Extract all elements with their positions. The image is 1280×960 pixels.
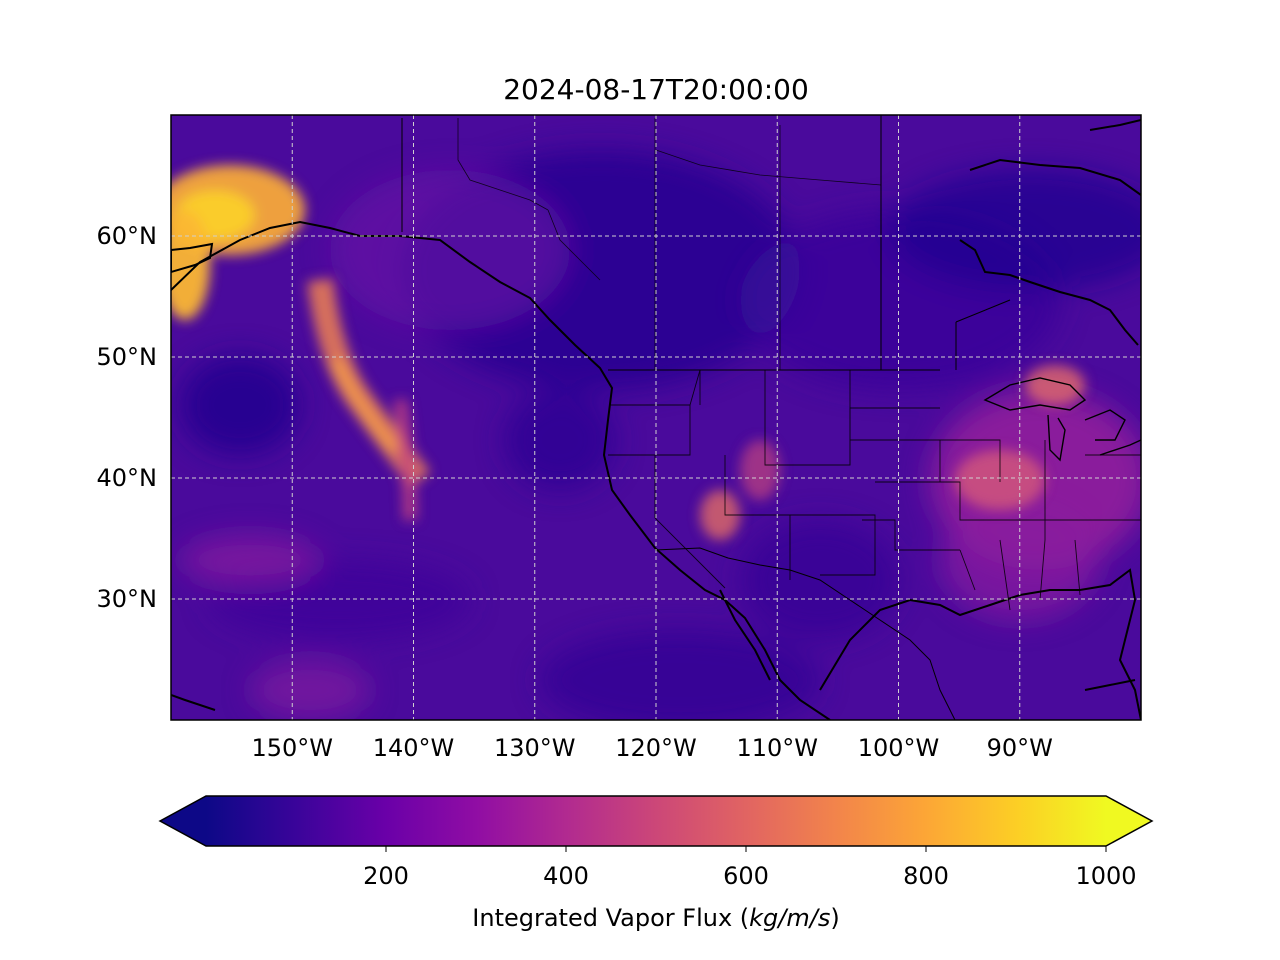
lon-tick-label: 140°W	[373, 734, 455, 762]
lon-tick-label: 120°W	[615, 734, 697, 762]
lat-tick-label: 50°N	[97, 343, 158, 371]
state-borders	[608, 369, 1141, 611]
lat-tick-label: 30°N	[97, 585, 158, 613]
lon-tick-label: 130°W	[494, 734, 576, 762]
colorbar-tick-label: 400	[543, 862, 589, 890]
atmospheric-river-plumes	[171, 165, 1085, 540]
colorbar-label: Integrated Vapor Flux (kg/m/s)	[472, 904, 839, 932]
longitude-labels: 150°W 140°W 130°W 120°W 110°W 100°W 90°W	[251, 734, 1052, 762]
ivt-field	[180, 150, 1141, 720]
latitude-labels: 60°N 50°N 40°N 30°N	[97, 222, 158, 613]
lon-tick-label: 110°W	[736, 734, 818, 762]
map-area[interactable]	[155, 115, 1170, 730]
colorbar: 200 400 600 800 1000 Integrated Vapor Flux (…	[158, 795, 1154, 932]
canadian-province-borders	[457, 118, 882, 370]
colorbar-tick-label: 1000	[1075, 862, 1136, 890]
lat-tick-label: 60°N	[97, 222, 158, 250]
map-frame	[170, 114, 1142, 721]
gridlines	[171, 115, 1141, 720]
colorbar-extend-high	[1106, 796, 1152, 846]
lon-tick-label: 100°W	[858, 734, 940, 762]
colorbar-unit: kg/m/s	[749, 904, 830, 932]
lat-tick-label: 40°N	[97, 464, 158, 492]
map-title: 2024-08-17T20:00:00	[503, 73, 809, 106]
colorbar-ticks: 200 400 600 800 1000	[363, 846, 1137, 890]
colorbar-tick-label: 200	[363, 862, 409, 890]
colorbar-tick-label: 800	[903, 862, 949, 890]
colorbar-label-text: Integrated Vapor Flux	[472, 904, 732, 932]
country-borders	[401, 115, 1011, 720]
colorbar-extend-low	[160, 796, 206, 846]
colorbar-outline	[158, 795, 1154, 847]
coastlines	[171, 119, 1141, 720]
lon-tick-label: 150°W	[251, 734, 333, 762]
lon-tick-label: 90°W	[987, 734, 1053, 762]
colorbar-body	[206, 796, 1106, 846]
colorbar-tick-label: 600	[723, 862, 769, 890]
